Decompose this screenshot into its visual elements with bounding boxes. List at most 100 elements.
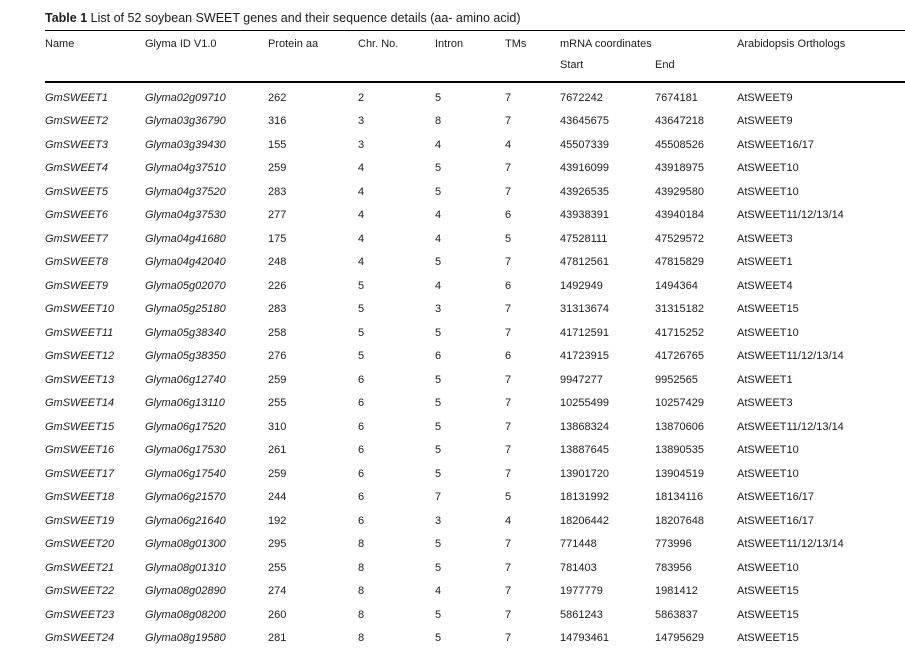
- cell-gene-name: GmSWEET23: [45, 608, 115, 621]
- cell-ortholog: AtSWEET11/12/13/14: [737, 209, 844, 222]
- cell-tms: 7: [505, 632, 512, 645]
- cell-tms: 6: [505, 350, 512, 363]
- cell-glyma-id: Glyma04g37530: [145, 209, 226, 222]
- cell-gene-name: GmSWEET3: [45, 138, 108, 151]
- cell-ortholog: AtSWEET1: [737, 373, 793, 386]
- cell-intron: 5: [435, 538, 442, 551]
- cell-gene-name: GmSWEET1: [45, 91, 108, 104]
- table-caption: List of 52 soybean SWEET genes and their…: [90, 11, 521, 25]
- table-row: GmSWEET20 Glyma08g01300 295 8 5 7 771448…: [45, 533, 905, 557]
- cell-mrna-end: 41715252: [655, 326, 704, 339]
- cell-tms: 7: [505, 256, 512, 269]
- table-row: GmSWEET18 Glyma06g21570 244 6 7 5 181319…: [45, 486, 905, 510]
- cell-gene-name: GmSWEET13: [45, 373, 115, 386]
- cell-mrna-end: 7674181: [655, 91, 698, 104]
- cell-intron: 5: [435, 467, 442, 480]
- subcolumn-header-start: Start: [560, 57, 655, 83]
- cell-chr-no: 5: [358, 326, 365, 339]
- cell-mrna-start: 1977779: [560, 585, 603, 598]
- cell-mrna-end: 31315182: [655, 303, 704, 316]
- cell-protein-aa: 283: [268, 185, 287, 198]
- cell-protein-aa: 259: [268, 467, 287, 480]
- cell-chr-no: 6: [358, 444, 365, 457]
- table-row: GmSWEET21 Glyma08g01310 255 8 5 7 781403…: [45, 556, 905, 580]
- cell-mrna-start: 18131992: [560, 491, 609, 504]
- cell-mrna-start: 43926535: [560, 185, 609, 198]
- cell-mrna-start: 13887645: [560, 444, 609, 457]
- cell-tms: 7: [505, 185, 512, 198]
- table-row: GmSWEET6 Glyma04g37530 277 4 4 6 4393839…: [45, 204, 905, 228]
- cell-mrna-start: 47812561: [560, 256, 609, 269]
- cell-ortholog: AtSWEET15: [737, 608, 799, 621]
- cell-mrna-start: 47528111: [560, 232, 608, 245]
- cell-mrna-end: 13890535: [655, 444, 704, 457]
- cell-mrna-end: 45508526: [655, 138, 704, 151]
- cell-ortholog: AtSWEET4: [737, 279, 793, 292]
- cell-intron: 5: [435, 632, 442, 645]
- cell-mrna-end: 18207648: [655, 514, 704, 527]
- column-header-glyma-id: Glyma ID V1.0: [145, 30, 268, 83]
- cell-tms: 7: [505, 467, 512, 480]
- cell-protein-aa: 295: [268, 538, 287, 551]
- table-row: GmSWEET16 Glyma06g17530 261 6 5 7 138876…: [45, 439, 905, 463]
- cell-glyma-id: Glyma05g38340: [145, 326, 226, 339]
- cell-ortholog: AtSWEET9: [737, 115, 793, 128]
- table-row: GmSWEET2 Glyma03g36790 316 3 8 7 4364567…: [45, 110, 905, 134]
- cell-intron: 4: [435, 209, 442, 222]
- cell-chr-no: 6: [358, 373, 365, 386]
- cell-mrna-end: 47815829: [655, 256, 704, 269]
- table-row: GmSWEET19 Glyma06g21640 192 6 3 4 182064…: [45, 509, 905, 533]
- column-header-protein-aa: Protein aa: [268, 30, 358, 83]
- table-row: GmSWEET10 Glyma05g25180 283 5 3 7 313136…: [45, 298, 905, 322]
- cell-intron: 5: [435, 420, 442, 433]
- column-header-chr-no: Chr. No.: [358, 30, 435, 83]
- cell-tms: 7: [505, 326, 512, 339]
- cell-ortholog: AtSWEET10: [737, 444, 799, 457]
- cell-protein-aa: 277: [268, 209, 287, 222]
- cell-glyma-id: Glyma08g01310: [145, 561, 226, 574]
- cell-chr-no: 5: [358, 303, 365, 316]
- cell-glyma-id: Glyma06g17540: [145, 467, 226, 480]
- cell-ortholog: AtSWEET16/17: [737, 514, 815, 527]
- cell-intron: 5: [435, 185, 442, 198]
- cell-ortholog: AtSWEET1: [737, 256, 793, 269]
- cell-chr-no: 6: [358, 397, 365, 410]
- cell-protein-aa: 255: [268, 561, 287, 574]
- cell-tms: 7: [505, 444, 512, 457]
- cell-protein-aa: 255: [268, 397, 287, 410]
- cell-tms: 6: [505, 279, 512, 292]
- cell-mrna-start: 43645675: [560, 115, 609, 128]
- cell-chr-no: 4: [358, 209, 365, 222]
- cell-tms: 7: [505, 115, 512, 128]
- cell-mrna-start: 31313674: [560, 303, 609, 316]
- cell-intron: 3: [435, 514, 442, 527]
- cell-ortholog: AtSWEET11/12/13/14: [737, 350, 844, 363]
- cell-glyma-id: Glyma05g02070: [145, 279, 226, 292]
- cell-gene-name: GmSWEET21: [45, 561, 115, 574]
- cell-chr-no: 6: [358, 491, 365, 504]
- cell-chr-no: 8: [358, 585, 365, 598]
- cell-glyma-id: Glyma05g25180: [145, 303, 226, 316]
- table-row: GmSWEET11 Glyma05g38340 258 5 5 7 417125…: [45, 321, 905, 345]
- cell-glyma-id: Glyma06g17520: [145, 420, 226, 433]
- cell-glyma-id: Glyma04g37520: [145, 185, 226, 198]
- cell-mrna-start: 41712591: [560, 326, 609, 339]
- cell-ortholog: AtSWEET11/12/13/14: [737, 420, 844, 433]
- cell-tms: 7: [505, 397, 512, 410]
- cell-gene-name: GmSWEET16: [45, 444, 115, 457]
- cell-intron: 5: [435, 91, 442, 104]
- cell-mrna-end: 47529572: [655, 232, 704, 245]
- cell-mrna-end: 783956: [655, 561, 692, 574]
- table-row: GmSWEET17 Glyma06g17540 259 6 5 7 139017…: [45, 462, 905, 486]
- cell-mrna-start: 771448: [560, 538, 597, 551]
- table-row: GmSWEET3 Glyma03g39430 155 3 4 4 4550733…: [45, 133, 905, 157]
- cell-ortholog: AtSWEET3: [737, 397, 793, 410]
- cell-gene-name: GmSWEET17: [45, 467, 115, 480]
- cell-mrna-end: 5863837: [655, 608, 698, 621]
- cell-ortholog: AtSWEET11/12/13/14: [737, 538, 844, 551]
- cell-mrna-end: 1981412: [655, 585, 698, 598]
- cell-intron: 4: [435, 585, 442, 598]
- cell-gene-name: GmSWEET7: [45, 232, 108, 245]
- cell-chr-no: 3: [358, 138, 365, 151]
